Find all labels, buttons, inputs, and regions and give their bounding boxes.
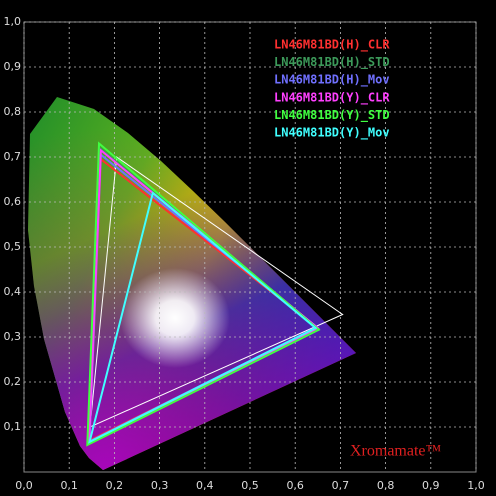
x-tick-label: 0,7 xyxy=(332,479,350,492)
y-tick-label: 0,1 xyxy=(4,420,22,433)
x-tick-label: 0,6 xyxy=(286,479,304,492)
y-tick-label: 1,0 xyxy=(4,15,22,28)
x-tick-label: 0,0 xyxy=(15,479,33,492)
x-tick-label: 0,3 xyxy=(151,479,169,492)
gamut-triangle xyxy=(89,156,344,428)
y-tick-label: 0,3 xyxy=(4,330,22,343)
y-tick-label: 0,8 xyxy=(4,105,22,118)
legend-entry: LN46M81BD(Y)_Mov xyxy=(274,126,390,141)
y-tick-label: 0,4 xyxy=(4,285,22,298)
y-tick-label: 0,5 xyxy=(4,240,22,253)
x-tick-label: 0,8 xyxy=(377,479,395,492)
x-tick-label: 0,4 xyxy=(196,479,214,492)
legend-entry: LN46M81BD(H)_Mov xyxy=(274,73,390,88)
legend-entry: LN46M81BD(H)_CLR xyxy=(274,38,390,53)
x-tick-label: 0,9 xyxy=(422,479,440,492)
x-tick-label: 0,5 xyxy=(241,479,259,492)
x-tick-label: 0,2 xyxy=(106,479,124,492)
watermark: Xromamate™ xyxy=(350,443,442,460)
y-tick-label: 0,9 xyxy=(4,60,22,73)
legend-entry: LN46M81BD(H)_STD xyxy=(274,55,390,70)
gamut-triangle xyxy=(86,141,321,447)
gamut-triangle xyxy=(88,191,318,444)
y-tick-label: 0,7 xyxy=(4,150,22,163)
x-tick-label: 1,0 xyxy=(467,479,485,492)
y-tick-label: 0,6 xyxy=(4,195,22,208)
legend-entry: LN46M81BD(Y)_STD xyxy=(274,108,390,123)
legend-entry: LN46M81BD(Y)_CLR xyxy=(274,90,390,105)
x-tick-label: 0,1 xyxy=(60,479,78,492)
y-tick-label: 0,2 xyxy=(4,375,22,388)
